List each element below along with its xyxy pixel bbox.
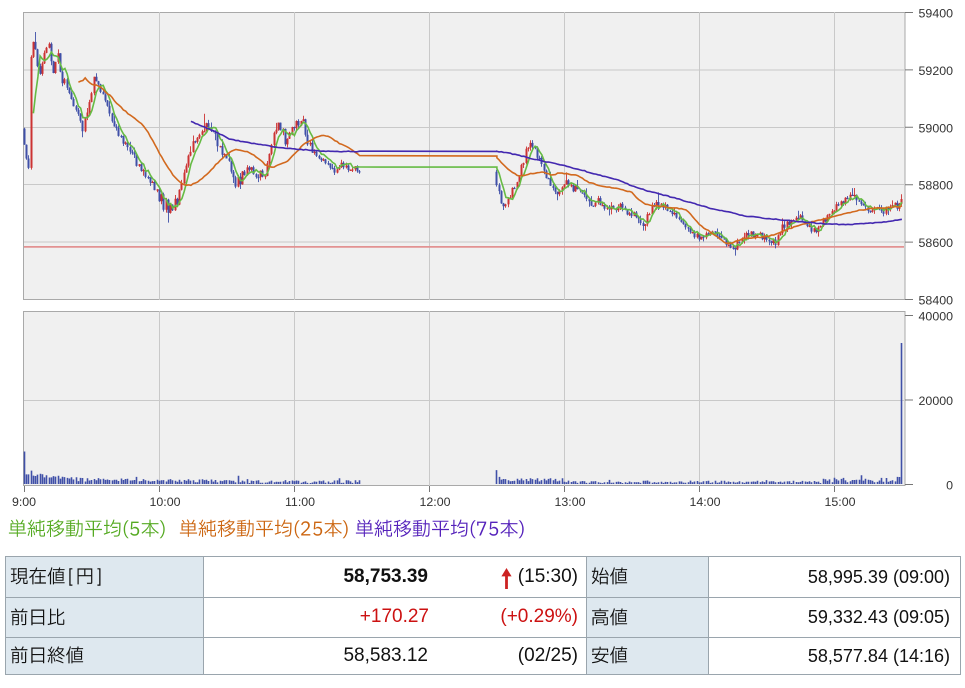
svg-text:58400: 58400 (919, 294, 954, 308)
svg-text:20000: 20000 (919, 394, 954, 408)
svg-text:9:00: 9:00 (12, 495, 36, 509)
svg-text:40000: 40000 (919, 310, 954, 324)
svg-text:13:00: 13:00 (554, 495, 585, 509)
svg-text:15:00: 15:00 (824, 495, 855, 509)
svg-text:59200: 59200 (919, 64, 954, 78)
svg-text:14:00: 14:00 (689, 495, 720, 509)
svg-text:11:00: 11:00 (285, 495, 315, 509)
svg-text:58800: 58800 (919, 179, 954, 193)
svg-text:59000: 59000 (919, 121, 954, 135)
svg-text:0: 0 (946, 479, 953, 493)
svg-text:59400: 59400 (919, 7, 954, 21)
svg-text:58600: 58600 (919, 236, 954, 250)
svg-text:10:00: 10:00 (149, 495, 180, 509)
svg-text:12:00: 12:00 (419, 495, 450, 509)
